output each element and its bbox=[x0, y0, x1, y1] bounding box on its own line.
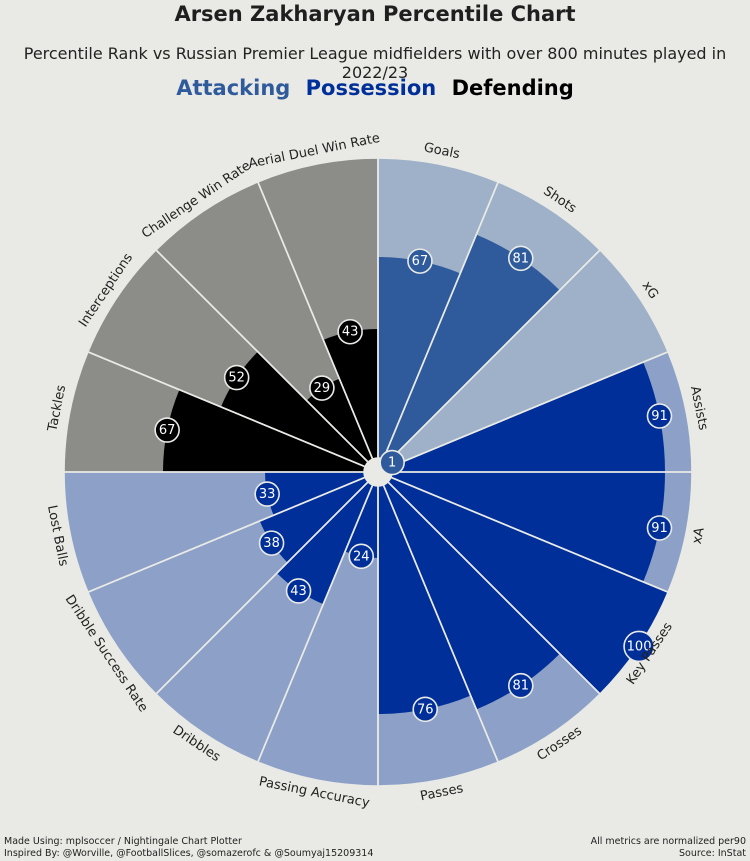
value-badge-shots bbox=[507, 245, 534, 272]
legend: Attacking Possession Defending bbox=[0, 76, 750, 100]
value-wedge-tackles bbox=[163, 389, 366, 472]
value-wedge-shots bbox=[383, 234, 560, 463]
metric-label-xg: xG bbox=[639, 279, 661, 302]
made-using-credit: Made Using: mplsoccer / Nightingale Char… bbox=[4, 836, 242, 847]
value-badge-passes bbox=[412, 696, 439, 723]
value-label-dribble-success-rate: 38 bbox=[263, 536, 280, 551]
value-wedge-lost-balls bbox=[265, 472, 366, 516]
value-label-passing-accuracy: 24 bbox=[353, 549, 370, 564]
value-badge-passing-accuracy bbox=[348, 543, 375, 570]
metric-label-tackles: Tackles bbox=[45, 384, 69, 434]
value-label-crosses: 81 bbox=[513, 679, 530, 694]
value-badge-challenge-win-rate bbox=[309, 375, 335, 401]
value-badge-interceptions bbox=[223, 364, 250, 391]
value-badge-xa bbox=[646, 515, 673, 541]
value-label-lost-balls: 33 bbox=[259, 487, 276, 502]
value-wedge-aerial-duel-win-rate bbox=[323, 329, 378, 460]
value-wedge-dribbles bbox=[276, 481, 373, 605]
legend-attacking: Attacking bbox=[176, 76, 291, 100]
value-badges: 67 81 1 91 91 100 81 76 24 43 38 33 67 52 29 43 bbox=[154, 245, 673, 723]
value-wedge-interceptions bbox=[220, 351, 369, 467]
metric-label-xa: xA bbox=[690, 526, 708, 545]
value-badge-assists bbox=[646, 403, 673, 429]
footer-right: All metrics are normalized per90 Source:… bbox=[591, 836, 746, 860]
value-wedge-passing-accuracy bbox=[345, 484, 378, 558]
bg-wedge-xg bbox=[387, 249, 669, 467]
value-wedge-key-passes bbox=[387, 477, 669, 695]
value-wedge-xa bbox=[390, 472, 665, 582]
value-label-aerial-duel-win-rate: 43 bbox=[342, 325, 359, 340]
value-badge-aerial-duel-win-rate bbox=[337, 318, 363, 345]
value-badge-goals bbox=[407, 248, 433, 274]
metric-label-passes: Passes bbox=[419, 781, 465, 804]
normalization-note: All metrics are normalized per90 bbox=[590, 836, 746, 847]
bg-wedge-passing-accuracy bbox=[257, 484, 378, 786]
value-badge-lost-balls bbox=[254, 481, 280, 507]
value-badge-crosses bbox=[507, 672, 534, 699]
metric-label-goals: Goals bbox=[422, 140, 461, 162]
value-label-xa: 91 bbox=[651, 521, 668, 536]
legend-defending: Defending bbox=[451, 76, 574, 100]
chart-title: Arsen Zakharyan Percentile Chart bbox=[174, 2, 576, 26]
value-badge-dribble-success-rate bbox=[258, 530, 285, 556]
value-label-tackles: 67 bbox=[159, 423, 176, 438]
value-label-passes: 76 bbox=[417, 702, 434, 717]
value-wedge-assists bbox=[390, 362, 665, 472]
value-wedge-passes bbox=[378, 484, 471, 714]
data-source: Source: InStat bbox=[679, 848, 746, 859]
value-wedges bbox=[163, 234, 669, 714]
value-badge-xg bbox=[379, 449, 405, 476]
value-label-assists: 91 bbox=[651, 409, 668, 424]
value-label-challenge-win-rate: 29 bbox=[314, 381, 331, 396]
value-wedge-dribble-success-rate bbox=[259, 477, 369, 563]
value-wedge-goals bbox=[378, 257, 461, 460]
value-wedge-crosses bbox=[383, 481, 560, 710]
legend-possession: Possession bbox=[305, 76, 437, 100]
value-badge-tackles bbox=[154, 417, 180, 443]
value-label-dribbles: 43 bbox=[290, 584, 307, 599]
value-badge-key-passes bbox=[623, 630, 655, 663]
value-label-key-passes: 100 bbox=[627, 639, 652, 654]
footer-left: Made Using: mplsoccer / Nightingale Char… bbox=[4, 836, 373, 860]
value-label-goals: 67 bbox=[412, 254, 429, 269]
value-label-shots: 81 bbox=[513, 251, 530, 266]
chart-subtitle: Percentile Rank vs Russian Premier Leagu… bbox=[23, 44, 727, 82]
value-badge-dribbles bbox=[285, 578, 312, 604]
metric-label-assists: Assists bbox=[687, 385, 710, 432]
value-label-interceptions: 52 bbox=[228, 371, 245, 386]
inspired-by-credit: Inspired By: @Worville, @FootballSlices,… bbox=[4, 848, 374, 859]
value-label-xg: 1 bbox=[388, 456, 396, 471]
